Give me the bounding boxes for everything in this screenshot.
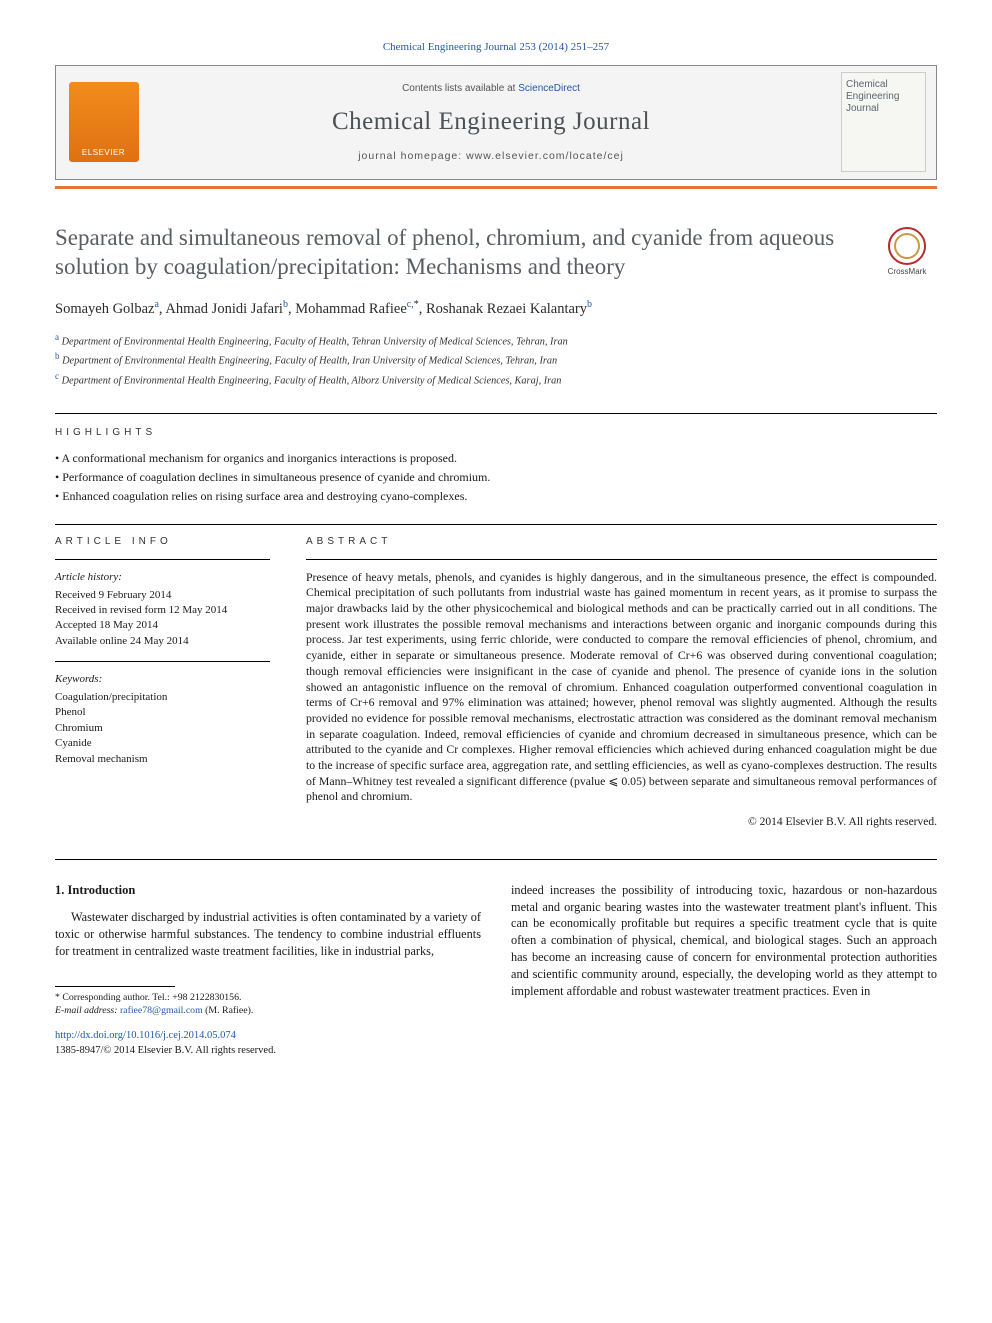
- author-sup: b: [587, 299, 592, 310]
- doi-link[interactable]: http://dx.doi.org/10.1016/j.cej.2014.05.…: [55, 1029, 937, 1043]
- keyword: Cyanide: [55, 736, 270, 751]
- history-heading: Article history:: [55, 570, 270, 585]
- author-name: Somayeh Golbaz: [55, 301, 154, 317]
- affil-sup: a: [55, 332, 59, 342]
- body-columns: 1. Introduction Wastewater discharged by…: [55, 882, 937, 1018]
- cover-line3: Journal: [846, 103, 921, 115]
- history-line: Accepted 18 May 2014: [55, 618, 270, 633]
- abstract-text: Presence of heavy metals, phenols, and c…: [306, 570, 937, 805]
- affiliation: a Department of Environmental Health Eng…: [55, 331, 937, 350]
- keyword: Phenol: [55, 705, 270, 720]
- affiliation: b Department of Environmental Health Eng…: [55, 350, 937, 369]
- rule: [55, 859, 937, 860]
- contents-line: Contents lists available at ScienceDirec…: [402, 82, 580, 96]
- keyword: Chromium: [55, 721, 270, 736]
- author-name: Mohammad Rafiee: [295, 301, 407, 317]
- highlight-item: A conformational mechanism for organics …: [55, 450, 937, 466]
- abstract-column: ABSTRACT Presence of heavy metals, pheno…: [306, 525, 937, 830]
- authors-line: Somayeh Golbaza, Ahmad Jonidi Jafarib, M…: [55, 298, 937, 319]
- cover-line1: Chemical: [846, 79, 921, 91]
- rule: [55, 559, 270, 560]
- rule: [306, 559, 937, 560]
- journal-homepage[interactable]: journal homepage: www.elsevier.com/locat…: [358, 149, 624, 163]
- highlights-list: A conformational mechanism for organics …: [55, 450, 937, 505]
- journal-header: ELSEVIER Contents lists available at Sci…: [55, 65, 937, 180]
- rule: [55, 661, 270, 662]
- affil-text: Department of Environmental Health Engin…: [62, 375, 562, 386]
- author-sup: c,: [407, 299, 414, 310]
- journal-name: Chemical Engineering Journal: [332, 105, 650, 139]
- keyword: Coagulation/precipitation: [55, 690, 270, 705]
- email-line: E-mail address: rafiee78@gmail.com (M. R…: [55, 1004, 481, 1017]
- history-line: Received in revised form 12 May 2014: [55, 603, 270, 618]
- author-sup: b: [283, 299, 288, 310]
- keyword: Removal mechanism: [55, 752, 270, 767]
- issn-copyright-line: 1385-8947/© 2014 Elsevier B.V. All right…: [55, 1044, 937, 1058]
- crossmark-icon: [888, 227, 926, 265]
- cover-line2: Engineering: [846, 91, 921, 103]
- affiliation: c Department of Environmental Health Eng…: [55, 370, 937, 389]
- corresponding-author-note: * Corresponding author. Tel.: +98 212283…: [55, 991, 481, 1004]
- contents-prefix: Contents lists available at: [402, 83, 518, 94]
- email-person: (M. Rafiee).: [205, 1005, 253, 1016]
- article-info-column: ARTICLE INFO Article history: Received 9…: [55, 525, 270, 830]
- corr-asterisk: *: [414, 299, 419, 310]
- history-line: Received 9 February 2014: [55, 588, 270, 603]
- crossmark-widget[interactable]: CrossMark: [877, 227, 937, 278]
- highlight-item: Performance of coagulation declines in s…: [55, 469, 937, 485]
- accent-bar: [55, 186, 937, 189]
- header-center: Contents lists available at ScienceDirec…: [151, 66, 831, 179]
- body-paragraph: Wastewater discharged by industrial acti…: [55, 909, 481, 960]
- affiliations: a Department of Environmental Health Eng…: [55, 331, 937, 389]
- history-line: Available online 24 May 2014: [55, 634, 270, 649]
- journal-cover-icon: Chemical Engineering Journal: [841, 72, 926, 172]
- elsevier-logo-icon: ELSEVIER: [69, 82, 139, 162]
- affil-text: Department of Environmental Health Engin…: [62, 356, 557, 367]
- copyright-line: © 2014 Elsevier B.V. All rights reserved…: [306, 815, 937, 831]
- left-column: 1. Introduction Wastewater discharged by…: [55, 882, 481, 1018]
- footnote-rule: [55, 986, 175, 987]
- affil-text: Department of Environmental Health Engin…: [62, 337, 568, 348]
- abstract-heading: ABSTRACT: [306, 535, 937, 549]
- publisher-name: ELSEVIER: [82, 148, 125, 159]
- body-paragraph: indeed increases the possibility of intr…: [511, 882, 937, 1001]
- article-title: Separate and simultaneous removal of phe…: [55, 223, 859, 282]
- email-link[interactable]: rafiee78@gmail.com: [120, 1005, 203, 1016]
- highlight-item: Enhanced coagulation relies on rising su…: [55, 488, 937, 504]
- author-name: Roshanak Rezaei Kalantary: [426, 301, 587, 317]
- sciencedirect-link[interactable]: ScienceDirect: [518, 83, 580, 94]
- author-sup: a: [154, 299, 158, 310]
- crossmark-label: CrossMark: [888, 267, 927, 278]
- rule: [55, 413, 937, 414]
- journal-cover-area: Chemical Engineering Journal: [831, 66, 936, 179]
- keywords-heading: Keywords:: [55, 672, 270, 687]
- affil-sup: b: [55, 351, 60, 361]
- right-column: indeed increases the possibility of intr…: [511, 882, 937, 1018]
- footnote-area: * Corresponding author. Tel.: +98 212283…: [55, 986, 481, 1017]
- highlights-heading: HIGHLIGHTS: [55, 426, 937, 440]
- citation-line: Chemical Engineering Journal 253 (2014) …: [55, 40, 937, 55]
- affil-sup: c: [55, 371, 59, 381]
- article-info-heading: ARTICLE INFO: [55, 535, 270, 549]
- author-name: Ahmad Jonidi Jafari: [165, 301, 283, 317]
- email-label: E-mail address:: [55, 1005, 118, 1016]
- publisher-logo-area: ELSEVIER: [56, 66, 151, 179]
- section-heading: 1. Introduction: [55, 882, 481, 899]
